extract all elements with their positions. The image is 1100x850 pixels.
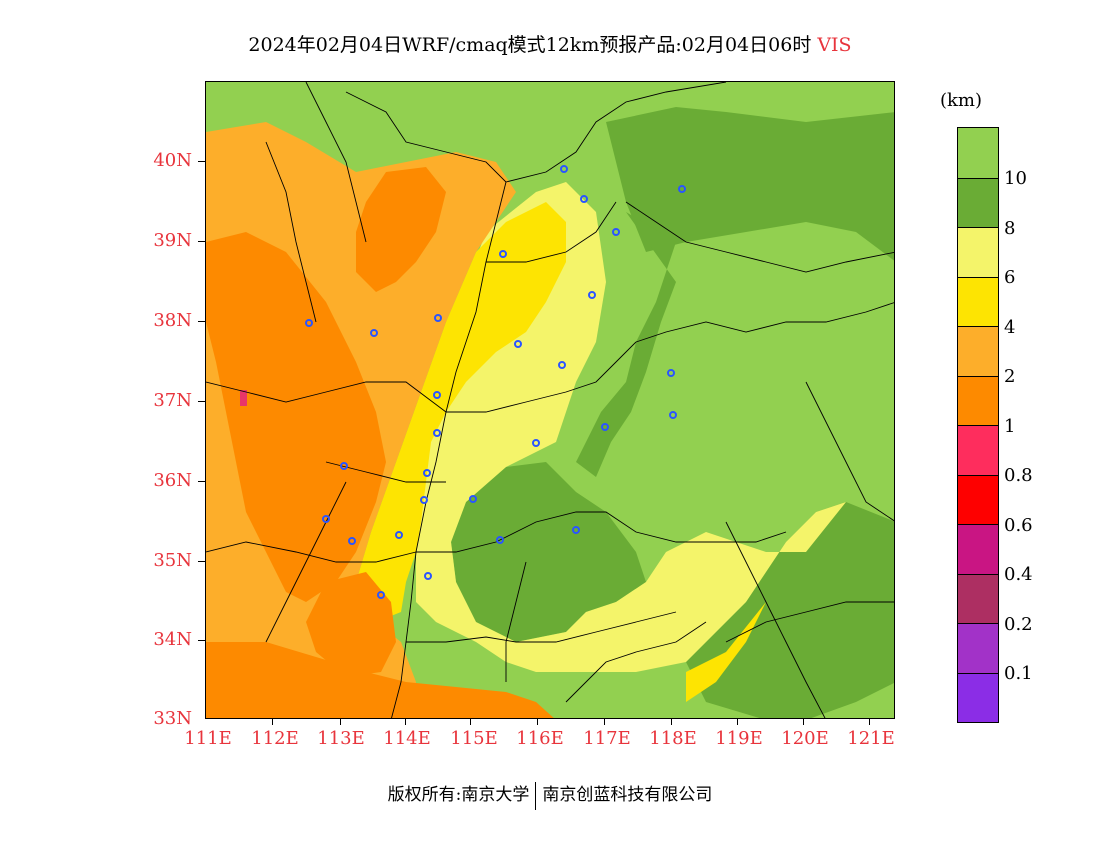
lon-tick — [869, 719, 870, 725]
visibility-map — [205, 81, 895, 719]
lon-tick — [272, 719, 273, 725]
lat-label: 33N — [153, 708, 192, 729]
legend-swatch — [958, 276, 998, 326]
lon-tick — [470, 719, 471, 725]
vis-8-10-east-band — [576, 212, 676, 477]
lat-label: 34N — [153, 629, 192, 650]
legend-swatch — [958, 375, 998, 425]
lat-tick — [198, 481, 205, 482]
lon-label: 111E — [184, 728, 232, 749]
legend-label: 10 — [1004, 168, 1027, 189]
lon-label: 119E — [715, 728, 763, 749]
lat-tick — [198, 161, 205, 162]
legend-swatch — [958, 573, 998, 623]
vis-1-2-southwest — [306, 572, 396, 677]
legend-label: 0.4 — [1004, 564, 1033, 585]
lon-tick — [537, 719, 538, 725]
company-text: 南京创蓝科技有限公司 — [542, 785, 713, 805]
title-text: 2024年02月04日WRF/cmaq模式12km预报产品:02月04日06时 — [248, 34, 812, 56]
copyright-text: 版权所有:南京大学 — [387, 785, 530, 805]
province-borders — [206, 82, 894, 718]
legend-swatch — [958, 474, 998, 524]
lat-label: 38N — [153, 310, 192, 331]
legend-label: 0.8 — [1004, 465, 1033, 486]
legend-label: 0.2 — [1004, 614, 1033, 635]
legend-swatch — [958, 128, 998, 178]
lat-label: 39N — [153, 230, 192, 251]
lat-label: 37N — [153, 390, 192, 411]
legend-swatch — [958, 623, 998, 673]
lon-tick — [737, 719, 738, 725]
legend-swatch — [958, 672, 998, 722]
color-legend — [957, 127, 999, 723]
lon-tick — [604, 719, 605, 725]
station-markers — [305, 165, 686, 599]
lon-tick — [405, 719, 406, 725]
low-vis-spot — [240, 390, 247, 406]
lat-tick — [198, 241, 205, 242]
lat-label: 36N — [153, 470, 192, 491]
vis-4-6-band — [356, 202, 566, 622]
lat-tick — [198, 321, 205, 322]
lon-label: 114E — [383, 728, 431, 749]
legend-label: 8 — [1004, 218, 1016, 239]
footer: 版权所有:南京大学 南京创蓝科技有限公司 — [0, 780, 1100, 810]
lon-tick — [671, 719, 672, 725]
lon-label: 117E — [583, 728, 631, 749]
vis-8-10-north-band — [606, 107, 894, 261]
vis-8-10-southeast — [686, 502, 894, 718]
legend-swatch — [958, 524, 998, 574]
vis-1-2-west-2 — [356, 167, 446, 292]
lon-label: 115E — [450, 728, 498, 749]
chart-title: 2024年02月04日WRF/cmaq模式12km预报产品:02月04日06时 V… — [0, 30, 1100, 57]
lat-label: 40N — [153, 150, 192, 171]
footer-separator — [535, 781, 537, 810]
lon-label: 121E — [847, 728, 895, 749]
vis-8-10-central — [451, 462, 646, 642]
legend-label: 6 — [1004, 267, 1016, 288]
lat-label: 35N — [153, 550, 192, 571]
vis-1-2-south — [206, 642, 554, 718]
lat-tick — [198, 561, 205, 562]
variable-label: VIS — [817, 34, 852, 56]
legend-swatch — [958, 177, 998, 227]
lon-label: 112E — [251, 728, 299, 749]
lon-label: 116E — [516, 728, 564, 749]
legend-swatch — [958, 326, 998, 376]
legend-swatch — [958, 227, 998, 277]
legend-label: 1 — [1004, 416, 1016, 437]
vis-4-6-south-band — [686, 562, 786, 702]
lat-tick — [198, 640, 205, 641]
lon-tick — [340, 719, 341, 725]
lon-label: 120E — [781, 728, 829, 749]
lon-label: 113E — [317, 728, 365, 749]
vis-1-2-west-1 — [206, 232, 386, 602]
legend-label: 0.1 — [1004, 663, 1033, 684]
lon-label: 118E — [649, 728, 697, 749]
map-svg — [206, 82, 894, 718]
lat-tick — [198, 401, 205, 402]
legend-label: 0.6 — [1004, 515, 1033, 536]
lon-tick — [803, 719, 804, 725]
legend-label: 2 — [1004, 366, 1016, 387]
legend-label: 4 — [1004, 317, 1016, 338]
legend-swatch — [958, 425, 998, 475]
legend-unit: (km) — [940, 90, 983, 111]
